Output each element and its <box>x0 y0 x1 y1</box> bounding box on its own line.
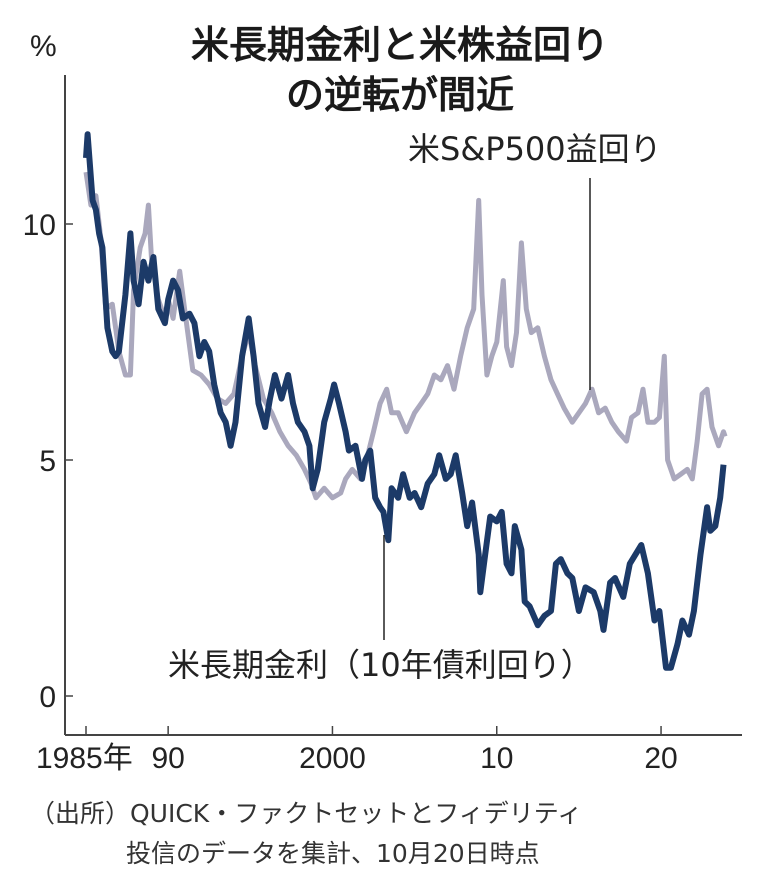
x-tick-label: 20 <box>644 742 677 775</box>
y-axis-unit-label: % <box>30 30 57 63</box>
sp500-series-label: 米S&P500益回り <box>408 130 662 168</box>
yield-series-label: 米長期金利（10年債利回り） <box>168 646 593 684</box>
sp500-earnings-yield-line <box>83 171 728 501</box>
y-tick-label: 5 <box>39 445 56 478</box>
y-tick-label: 0 <box>39 681 56 714</box>
y-tick-label: 10 <box>23 209 56 242</box>
us-10y-yield-line <box>83 131 727 671</box>
x-tick-label: 1985年 <box>36 742 133 775</box>
x-tick-label: 10 <box>480 742 513 775</box>
chart-title-line-2: の逆転が間近 <box>286 73 514 117</box>
source-note-line-1: （出所）QUICK・ファクトセットとフィデリティ <box>30 799 582 828</box>
source-note-line-2: 投信のデータを集計、10月20日時点 <box>126 839 540 868</box>
x-tick-label: 2000 <box>299 742 366 775</box>
chart-title-line-1: 米長期金利と米株益回り <box>191 23 609 67</box>
x-tick-label: 90 <box>151 742 184 775</box>
